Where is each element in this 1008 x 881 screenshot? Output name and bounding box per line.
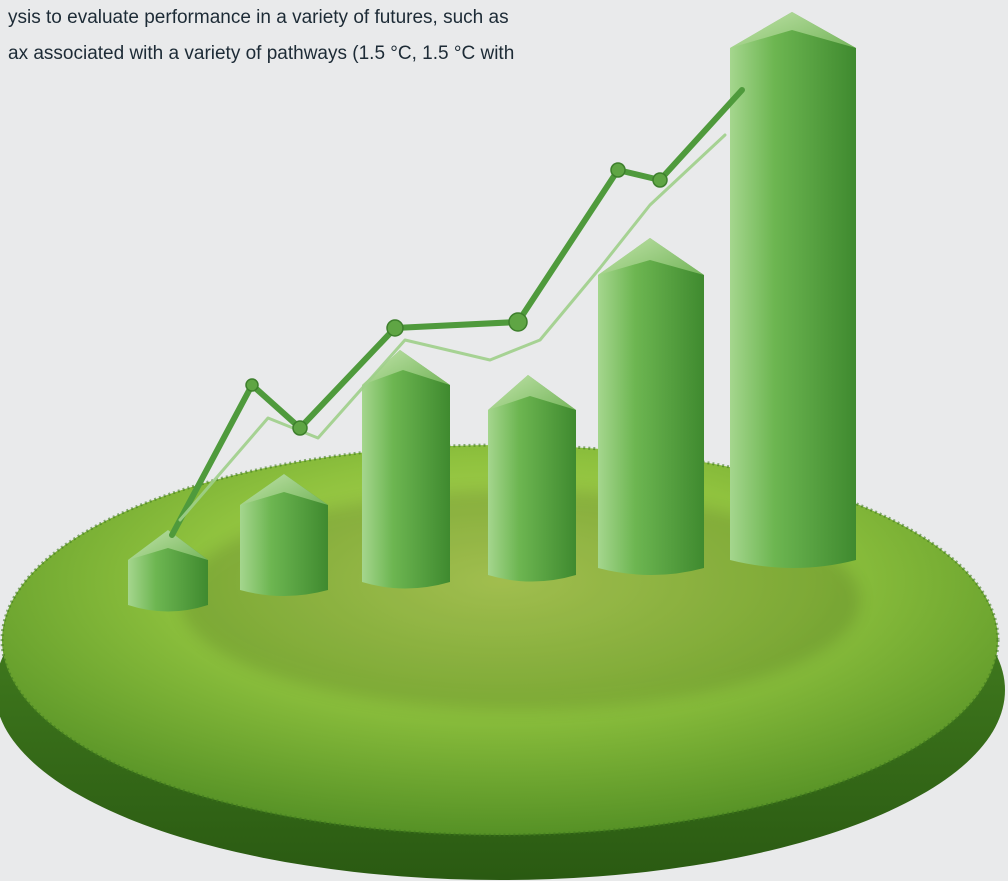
article-text-line: ax associated with a variety of pathways…	[8, 43, 515, 64]
trend-point	[245, 378, 259, 392]
trend-point	[508, 312, 528, 332]
trend-point	[610, 162, 626, 178]
chart-bar	[240, 474, 328, 596]
chart-bar	[488, 375, 576, 582]
chart-bar	[362, 350, 450, 589]
trend-point	[386, 319, 404, 337]
chart-bar	[128, 530, 208, 612]
trend-point	[652, 172, 668, 188]
article-text: ysis to evaluate performance in a variet…	[0, 0, 700, 110]
trend-line	[169, 87, 745, 538]
chart-bar	[730, 12, 856, 568]
article-text-line: ysis to evaluate performance in a variet…	[8, 7, 509, 28]
chart-bar	[598, 238, 704, 575]
trend-point	[292, 420, 308, 436]
